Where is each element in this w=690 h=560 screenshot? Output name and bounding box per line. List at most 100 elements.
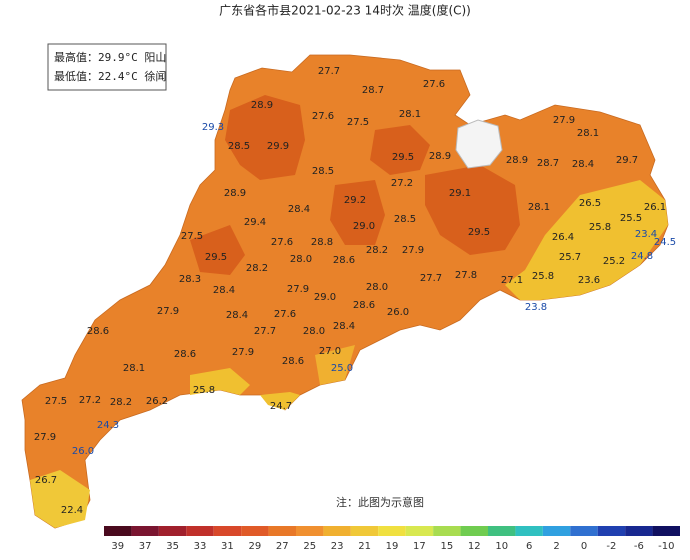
cool-zone [260, 392, 300, 410]
station-value: 28.4 [213, 285, 235, 296]
station-value: 26.0 [72, 446, 94, 457]
station-value: 28.4 [226, 310, 248, 321]
station-value: 27.5 [45, 396, 67, 407]
station-value: 27.9 [287, 284, 309, 295]
station-value: 27.9 [232, 347, 254, 358]
station-value: 28.6 [87, 326, 109, 337]
station-value: 27.7 [318, 66, 340, 77]
blank-area [455, 119, 503, 169]
legend-label: 17 [413, 541, 426, 552]
station-value: 28.9 [251, 100, 273, 111]
station-value: 29.2 [344, 195, 366, 206]
legend-swatch [597, 526, 626, 536]
station-value: 25.8 [193, 385, 215, 396]
legend-swatch [213, 526, 242, 536]
station-value: 28.5 [228, 141, 250, 152]
station-value: 28.3 [179, 274, 201, 285]
cool-zone [30, 470, 90, 528]
station-value: 28.0 [290, 254, 312, 265]
station-value: 28.8 [311, 237, 333, 248]
station-value: 27.5 [347, 117, 369, 128]
cool-zone [315, 345, 355, 385]
station-value: 28.0 [366, 282, 388, 293]
station-value: 28.4 [288, 204, 310, 215]
legend-label: 15 [440, 541, 453, 552]
station-value: 28.2 [110, 397, 132, 408]
station-value: 23.8 [525, 302, 547, 313]
legend-swatch [323, 526, 351, 536]
station-value: 28.6 [353, 300, 375, 311]
station-value: 28.9 [429, 151, 451, 162]
station-value: 27.9 [34, 432, 56, 443]
hot-zone [330, 180, 385, 245]
station-value: 22.4 [61, 505, 83, 516]
legend-label: -10 [658, 541, 674, 552]
station-value: 27.9 [157, 306, 179, 317]
legend-label: 37 [139, 541, 152, 552]
station-value: 29.1 [449, 188, 471, 199]
station-value: 25.8 [532, 271, 554, 282]
legend-label: 31 [221, 541, 234, 552]
station-value: 24.8 [631, 251, 653, 262]
station-value: 28.2 [246, 263, 268, 274]
legend-label: 25 [303, 541, 316, 552]
station-value: 29.5 [205, 252, 227, 263]
legend-label: 23 [331, 541, 344, 552]
station-value: 28.2 [366, 245, 388, 256]
legend-label: 6 [526, 541, 532, 552]
station-value: 28.7 [537, 158, 559, 169]
station-value: 28.6 [174, 349, 196, 360]
hot-zone [425, 165, 520, 255]
station-value: 29.0 [314, 292, 336, 303]
legend-swatch [515, 526, 543, 536]
station-value: 28.9 [506, 155, 528, 166]
legend-swatch [542, 526, 571, 536]
station-value: 26.1 [644, 202, 666, 213]
legend-swatch [350, 526, 379, 536]
station-value: 28.1 [123, 363, 145, 374]
station-value: 27.8 [455, 270, 477, 281]
legend-label: 29 [248, 541, 261, 552]
station-value: 27.0 [319, 346, 341, 357]
station-value: 24.5 [654, 237, 676, 248]
cool-zone [505, 180, 668, 300]
hot-zone [370, 125, 430, 175]
station-value: 28.1 [528, 202, 550, 213]
station-value: 27.6 [271, 237, 293, 248]
station-value: 29.5 [392, 152, 414, 163]
station-value: 24.3 [97, 420, 119, 431]
station-value: 26.7 [35, 475, 57, 486]
station-value: 29.3 [202, 122, 224, 133]
station-value: 28.4 [572, 159, 594, 170]
station-value: 28.7 [362, 85, 384, 96]
station-value: 26.5 [579, 198, 601, 209]
station-value: 26.2 [146, 396, 168, 407]
legend-label: 33 [194, 541, 207, 552]
legend-swatch [186, 526, 214, 536]
legend-swatch [433, 526, 461, 536]
station-value: 27.1 [501, 275, 523, 286]
legend-swatch [460, 526, 488, 536]
station-value: 28.4 [333, 321, 355, 332]
station-value: 27.6 [312, 111, 334, 122]
legend-swatch [131, 526, 159, 536]
legend-swatch [405, 526, 434, 536]
station-value: 25.7 [559, 252, 581, 263]
station-value: 28.1 [577, 128, 599, 139]
station-value: 28.6 [333, 255, 355, 266]
legend-swatch [268, 526, 296, 536]
legend-swatch [625, 526, 653, 536]
title: 广东省各市县2021-02-23 14时次 温度(度(C)) [219, 3, 471, 18]
station-value: 29.9 [267, 141, 289, 152]
station-value: 23.6 [578, 275, 600, 286]
legend-label: -6 [634, 541, 644, 552]
legend-label: 19 [386, 541, 399, 552]
legend-label: -2 [606, 541, 616, 552]
station-value: 25.8 [589, 222, 611, 233]
station-value: 28.0 [303, 326, 325, 337]
station-value: 28.9 [224, 188, 246, 199]
legend-label: 35 [166, 541, 179, 552]
extremes-box [47, 43, 167, 91]
station-value: 28.1 [399, 109, 421, 120]
